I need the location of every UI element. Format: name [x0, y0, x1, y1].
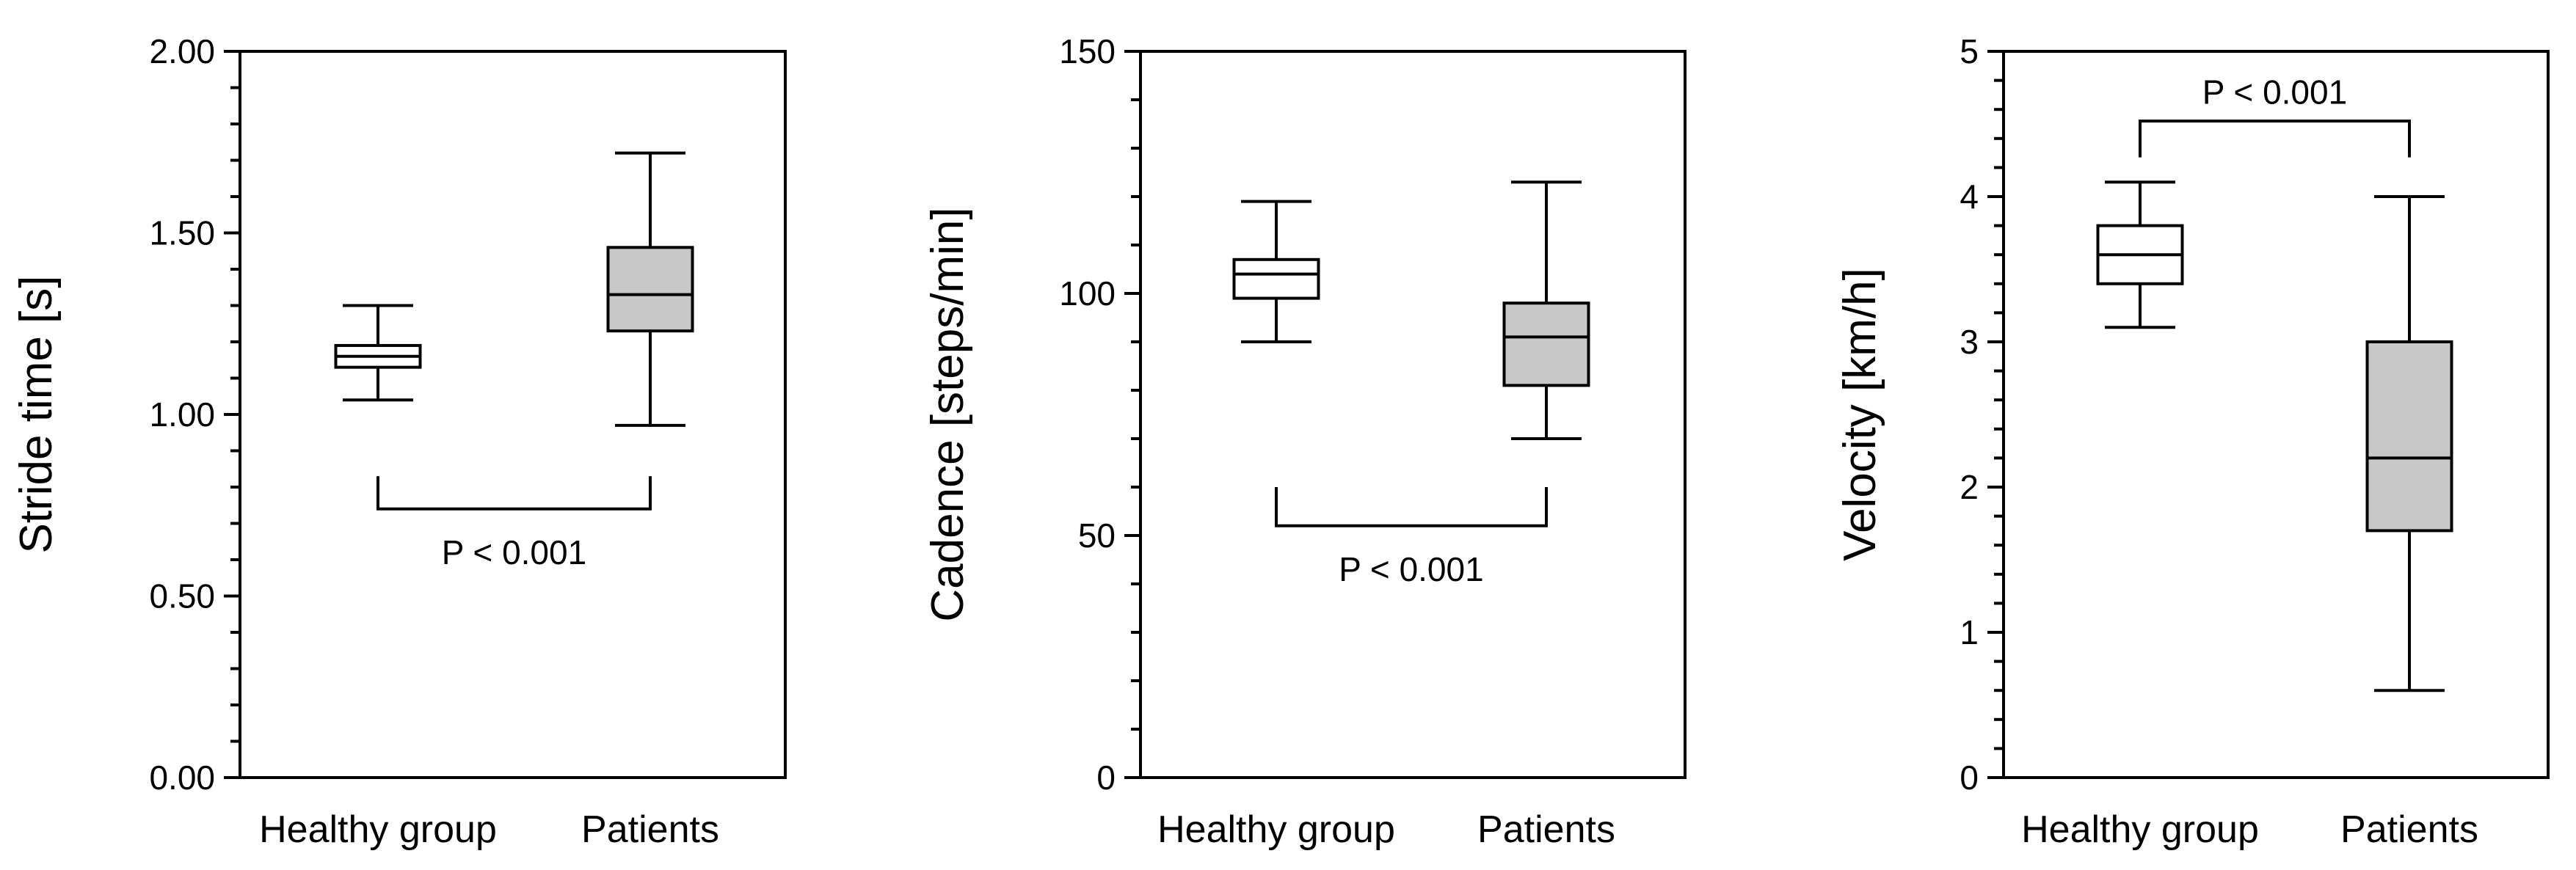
category-label-healthy-group: Healthy group: [1157, 808, 1395, 851]
category-label-patients: Patients: [581, 808, 719, 851]
significance-label: P < 0.001: [2202, 73, 2347, 111]
box-patients: [606, 151, 694, 427]
y-tick-label: 100: [1059, 274, 1116, 312]
plot-frame: [2002, 50, 2550, 779]
significance-label: P < 0.001: [1339, 550, 1483, 588]
y-tick-label: 3: [1960, 323, 1979, 361]
plot-frame: [239, 50, 787, 779]
y-tick-label: 150: [1059, 32, 1116, 70]
category-label-patients: Patients: [1477, 808, 1615, 851]
y-tick-label: 5: [1960, 32, 1979, 70]
significance-label: P < 0.001: [442, 533, 586, 571]
category-label-patients: Patients: [2340, 808, 2478, 851]
y-tick-label: 0.00: [149, 758, 215, 797]
y-axis-title: Stride time [s]: [11, 276, 62, 554]
interquartile-box: [606, 246, 694, 333]
plot-frame: [1139, 50, 1687, 779]
y-tick-label: 1.00: [149, 395, 215, 434]
box-patients: [2365, 195, 2453, 692]
y-tick-label: 0.50: [149, 577, 215, 615]
interquartile-box: [2365, 340, 2453, 533]
interquartile-box: [1232, 257, 1320, 300]
stride-time-panel: 0.00 0.50 1.00 1.50 2.00 Stride time [s] Healt…: [11, 32, 787, 851]
y-tick-label: 1.50: [149, 214, 215, 252]
cadence-panel: 0 50 100 150 Cadence [steps/min] Healthy grou…: [923, 32, 1687, 851]
y-tick-label: 1: [1960, 613, 1979, 651]
y-axis-title: Cadence [steps/min]: [923, 207, 973, 621]
velocity-panel: 0 1 2 3 4 5 Velocity [km/h] Healthy group Patien…: [1835, 32, 2550, 851]
y-tick-label: 0: [1096, 758, 1116, 797]
y-tick-label: 4: [1960, 178, 1979, 216]
y-tick-label: 2: [1960, 468, 1979, 506]
significance-bracket: [376, 476, 652, 511]
category-label-healthy-group: Healthy group: [2021, 808, 2259, 851]
y-axis-title: Velocity [km/h]: [1835, 268, 1885, 561]
significance-bracket: [2139, 120, 2411, 158]
y-tick-label: 50: [1078, 516, 1116, 555]
y-tick-label: 2.00: [149, 32, 215, 70]
significance-bracket: [1275, 487, 1548, 527]
interquartile-box: [1502, 301, 1590, 387]
box-healthy-group: [334, 304, 422, 402]
category-label-healthy-group: Healthy group: [259, 808, 497, 851]
box-healthy-group: [2096, 180, 2184, 329]
y-tick-label: 0: [1960, 758, 1979, 797]
box-healthy-group: [1232, 200, 1320, 343]
box-patients: [1502, 180, 1590, 440]
